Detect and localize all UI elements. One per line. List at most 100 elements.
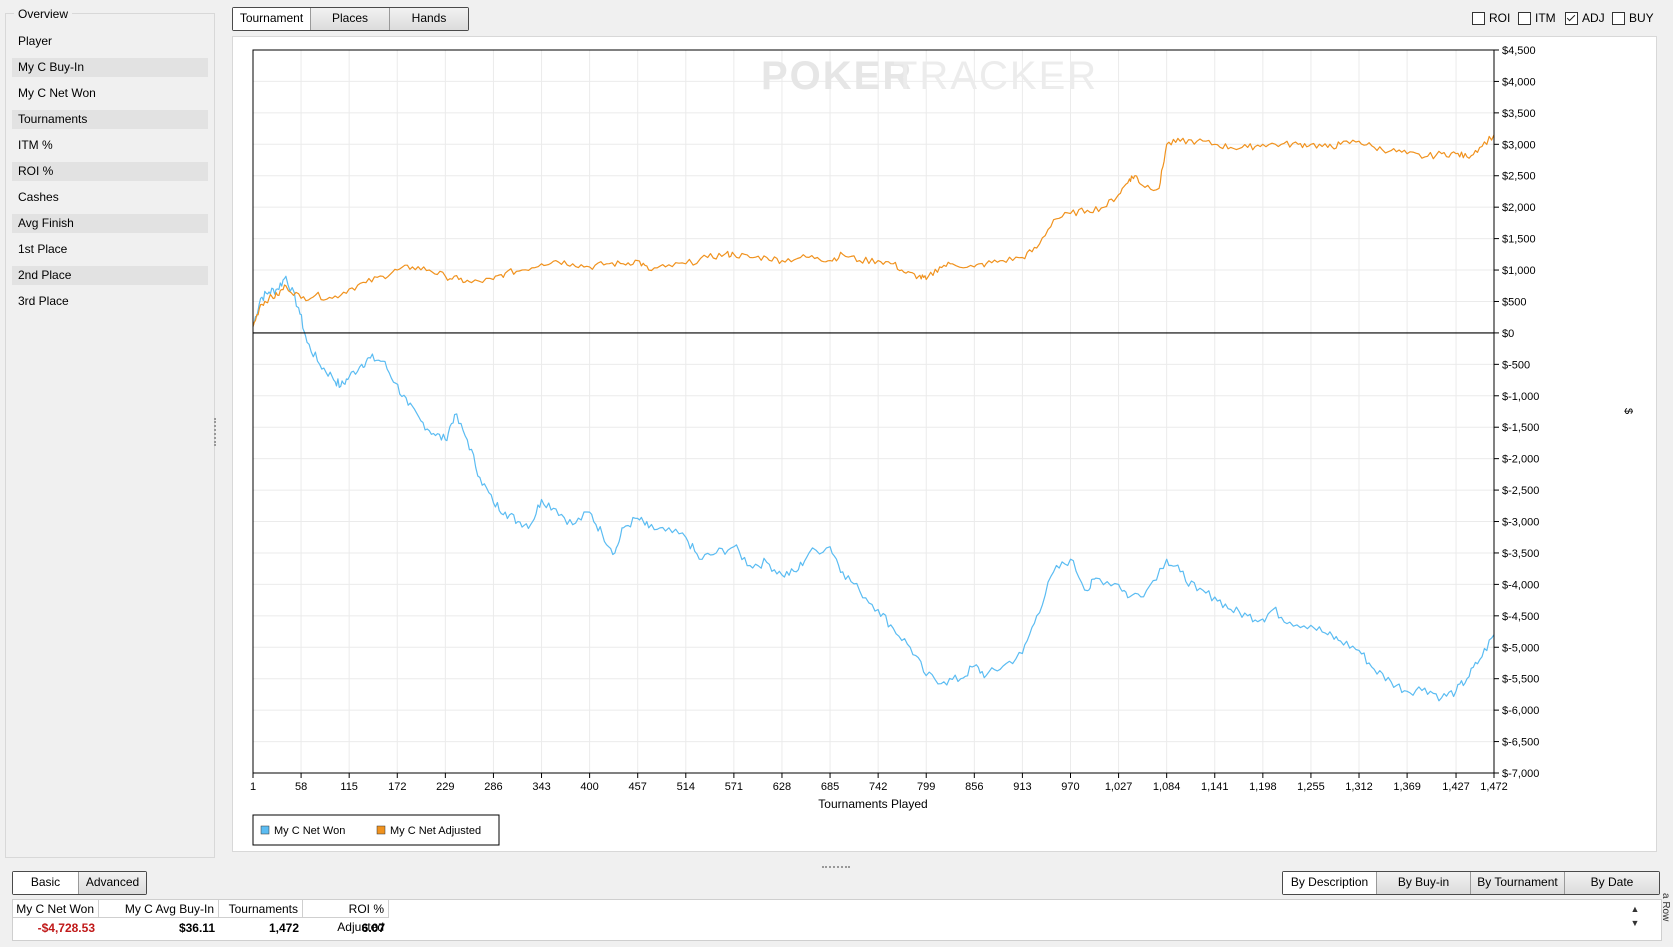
column-header-tournaments[interactable]: Tournaments: [219, 900, 303, 918]
roi-checkbox[interactable]: ROI: [1472, 11, 1510, 25]
column-header-roi-adjusted[interactable]: ROI % Adjusted: [303, 900, 389, 934]
roi-label: ROI: [1489, 11, 1511, 25]
tab-advanced[interactable]: Advanced: [79, 872, 146, 894]
x-tick-label: 1: [250, 781, 256, 793]
scroll-down-icon[interactable]: ▼: [1630, 918, 1640, 928]
y-tick-label: $-1,500: [1502, 422, 1539, 434]
y-tick-label: $3,500: [1502, 108, 1536, 120]
stat-roi[interactable]: ROI %: [12, 162, 208, 181]
y-tick-label: $-5,500: [1502, 674, 1539, 686]
y-tick-label: $2,000: [1502, 202, 1536, 214]
watermark-poker: POKER: [761, 54, 913, 98]
chart-panel: POKER TRACKER 1 58 115 172 229 286 343 400 457 51…: [232, 36, 1657, 852]
cell-roi-adjusted: 6.07: [361, 921, 385, 935]
view-tabs: Tournament Places Hands: [232, 7, 469, 31]
side-row-label[interactable]: a Row: [1660, 893, 1671, 922]
x-tick-label: 1,084: [1153, 781, 1181, 793]
overview-title: Overview: [14, 7, 73, 21]
adj-checkbox-box[interactable]: [1565, 11, 1578, 25]
x-tick-labels: 1 58 115 172 229 286 343 400 457 514 571 628 685 742 7…: [250, 773, 1508, 793]
x-tick-label: 1,027: [1105, 781, 1133, 793]
x-tick-label: 514: [677, 781, 695, 793]
x-tick-label: 913: [1013, 781, 1031, 793]
stat-1st-place[interactable]: 1st Place: [18, 242, 68, 256]
summary-table: My C Net Won My C Avg Buy-In Tournaments…: [12, 899, 1662, 941]
horizontal-splitter-handle[interactable]: [822, 866, 850, 870]
legend-label-net-won: My C Net Won: [274, 825, 345, 837]
x-tick-label: 172: [388, 781, 406, 793]
y-tick-label: $-500: [1502, 359, 1530, 371]
y-tick-label: $4,500: [1502, 45, 1536, 57]
series-line-net-won: [252, 275, 1495, 702]
y-tick-label: $500: [1502, 296, 1526, 308]
x-tick-label: 742: [869, 781, 887, 793]
stat-buy-in[interactable]: My C Buy-In: [12, 58, 208, 77]
stat-2nd-place[interactable]: 2nd Place: [12, 266, 208, 285]
itm-label: ITM: [1535, 11, 1556, 25]
y-tick-label: $-2,000: [1502, 454, 1539, 466]
table-scroll-arrows[interactable]: ▲ ▼: [1629, 902, 1641, 930]
legend-box: [252, 814, 500, 846]
x-tick-label: 457: [629, 781, 647, 793]
legend-label-net-adjusted: My C Net Adjusted: [390, 825, 481, 837]
scroll-up-icon[interactable]: ▲: [1630, 904, 1640, 914]
stat-tournaments[interactable]: Tournaments: [12, 110, 208, 129]
x-tick-label: 1,312: [1345, 781, 1373, 793]
y-tick-label: $2,500: [1502, 171, 1536, 183]
x-tick-label: 1,198: [1249, 781, 1277, 793]
buy-label: BUY: [1629, 11, 1654, 25]
stat-3rd-place[interactable]: 3rd Place: [18, 294, 69, 308]
x-tick-label: 1,427: [1442, 781, 1470, 793]
y-tick-label: $-6,000: [1502, 705, 1539, 717]
cell-tournaments: 1,472: [268, 921, 299, 935]
tab-hands[interactable]: Hands: [390, 8, 468, 30]
vertical-splitter-handle[interactable]: [214, 418, 218, 446]
by-tournament-button[interactable]: By Tournament: [1471, 872, 1565, 894]
tab-places[interactable]: Places: [311, 8, 390, 30]
x-tick-label: 115: [340, 781, 358, 793]
buy-checkbox-box[interactable]: [1612, 11, 1625, 25]
cell-avg-buy-in: $36.11: [178, 921, 215, 935]
x-tick-label: 856: [965, 781, 983, 793]
y-tick-label: $0: [1502, 328, 1514, 340]
overview-panel: Overview Player My C Buy-In My C Net Won…: [5, 7, 215, 858]
by-buy-in-button[interactable]: By Buy-in: [1377, 872, 1471, 894]
stat-cashes[interactable]: Cashes: [18, 190, 59, 204]
x-tick-label: 799: [917, 781, 935, 793]
plot-frame: [252, 49, 1495, 774]
stat-itm[interactable]: ITM %: [18, 138, 53, 152]
y-tick-labels: $4,500 $4,000 $3,500 $3,000 $2,500 $2,000 $1,5…: [1494, 45, 1539, 780]
tab-tournament[interactable]: Tournament: [233, 8, 311, 30]
y-tick-label: $-3,000: [1502, 517, 1539, 529]
y-axis-title: $: [1622, 408, 1634, 414]
itm-checkbox-box[interactable]: [1518, 11, 1531, 25]
y-tick-label: $1,000: [1502, 265, 1536, 277]
y-tick-label: $-5,000: [1502, 642, 1539, 654]
roi-checkbox-box[interactable]: [1472, 11, 1485, 25]
y-tick-label: $4,000: [1502, 76, 1536, 88]
itm-checkbox[interactable]: ITM: [1518, 11, 1556, 25]
y-tick-label: $3,000: [1502, 139, 1536, 151]
x-tick-label: 400: [580, 781, 598, 793]
column-header-avg-buy-in[interactable]: My C Avg Buy-In: [99, 900, 219, 918]
y-tick-label: $-7,000: [1502, 768, 1539, 780]
by-description-button[interactable]: By Description: [1283, 872, 1377, 894]
x-tick-label: 229: [436, 781, 454, 793]
series-lines: [252, 134, 1495, 702]
x-tick-label: 286: [484, 781, 502, 793]
column-header-net-won[interactable]: My C Net Won: [13, 900, 99, 918]
stat-player[interactable]: Player: [18, 34, 53, 48]
stat-avg-finish[interactable]: Avg Finish: [12, 214, 208, 233]
by-date-button[interactable]: By Date: [1565, 872, 1659, 894]
stat-net-won[interactable]: My C Net Won: [18, 86, 96, 100]
x-tick-label: 343: [532, 781, 550, 793]
x-tick-label: 628: [773, 781, 791, 793]
series-line-net-adjusted: [252, 134, 1495, 327]
tab-basic[interactable]: Basic: [13, 872, 79, 894]
y-tick-label: $-3,500: [1502, 548, 1539, 560]
x-tick-label: 970: [1061, 781, 1079, 793]
buy-checkbox[interactable]: BUY: [1612, 11, 1654, 25]
adj-label: ADJ: [1582, 11, 1605, 25]
group-by-buttons: By Description By Buy-in By Tournament B…: [1282, 871, 1660, 895]
adj-checkbox[interactable]: ADJ: [1565, 11, 1605, 25]
